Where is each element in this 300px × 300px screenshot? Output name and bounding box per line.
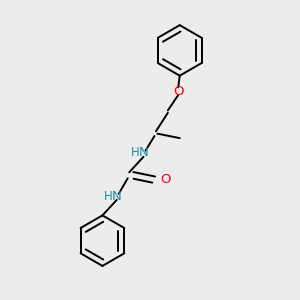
Text: O: O [160, 173, 170, 186]
Text: N: N [139, 146, 148, 160]
Text: N: N [112, 190, 122, 202]
Text: O: O [173, 85, 184, 98]
Text: H: H [104, 190, 113, 202]
Text: H: H [131, 146, 140, 160]
